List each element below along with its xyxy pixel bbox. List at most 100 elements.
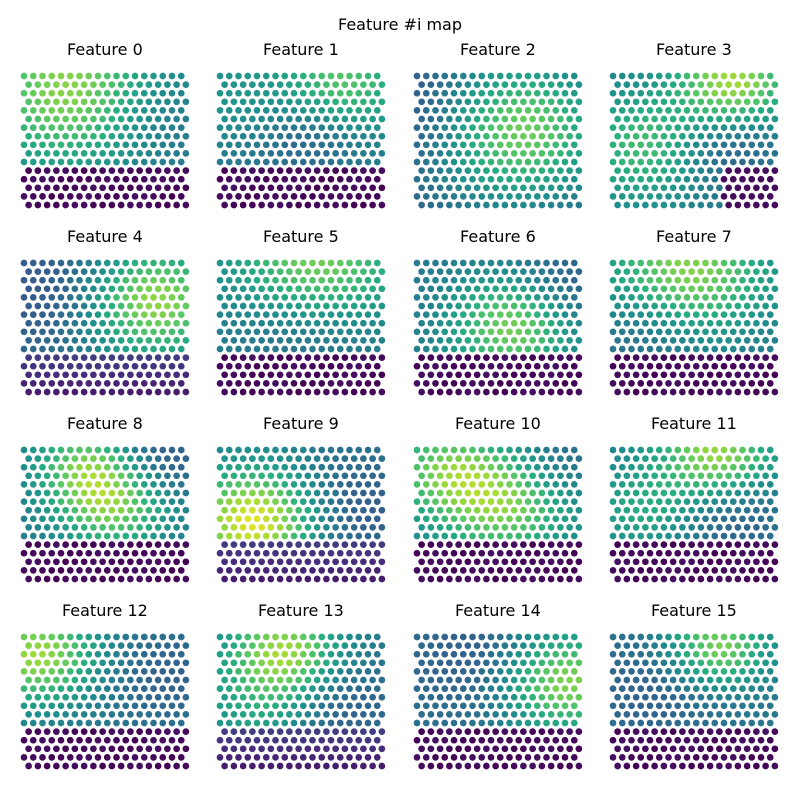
hex-cell: [323, 728, 330, 735]
hex-cell: [318, 345, 326, 353]
hex-cell: [637, 736, 645, 744]
hex-cell: [646, 702, 654, 710]
hex-cell: [655, 328, 663, 336]
hex-cell: [566, 184, 573, 192]
hex-cell: [674, 567, 682, 574]
hex-cell: [177, 463, 185, 471]
hex-cell: [487, 311, 495, 318]
hex-cell: [221, 711, 228, 718]
hex-cell: [632, 98, 640, 106]
hex-cell: [492, 659, 499, 667]
hex-cell: [651, 455, 658, 462]
hex-cell: [323, 472, 330, 480]
hex-cell: [538, 388, 546, 396]
hex-cell: [725, 319, 732, 327]
hex-cell: [757, 89, 765, 97]
hex-cell: [57, 719, 65, 727]
hex-cell: [295, 132, 302, 140]
hex-cell: [272, 549, 279, 557]
hex-cell: [510, 337, 518, 344]
hex-cell: [766, 702, 774, 710]
hex-cell: [239, 150, 247, 157]
hex-cell: [623, 693, 631, 701]
hex-cell: [235, 141, 242, 149]
hex-cell: [369, 693, 376, 701]
hex-cell: [108, 693, 116, 701]
hex-cell: [436, 642, 444, 649]
hex-cell: [665, 175, 672, 183]
hex-cell: [80, 98, 88, 106]
hex-cell: [702, 362, 709, 370]
hex-cell: [99, 268, 106, 275]
hex-cell: [665, 294, 672, 301]
hex-cell: [720, 175, 728, 183]
hex-cell: [427, 489, 435, 497]
hex-cell: [140, 124, 148, 131]
hex-cell: [515, 685, 523, 692]
hex-cell: [496, 311, 504, 318]
hex-cell: [113, 549, 120, 557]
hex-cell: [646, 141, 654, 149]
hex-cell: [450, 141, 458, 149]
hex-cell: [623, 489, 631, 497]
hex-cell: [478, 276, 486, 284]
hex-cell: [478, 380, 486, 387]
hex-cell: [177, 498, 185, 505]
hex-cell: [566, 354, 573, 361]
hex-cell: [76, 72, 83, 80]
hex-cell: [543, 158, 550, 166]
hex-cell: [557, 184, 564, 192]
hex-cell: [29, 328, 37, 336]
hex-cell: [436, 150, 444, 157]
hex-cell: [660, 575, 668, 583]
hex-cell: [244, 124, 252, 131]
hex-cell: [632, 659, 640, 667]
hex-cell: [623, 676, 631, 684]
hex-cell: [473, 388, 481, 396]
hex-cell: [632, 575, 640, 583]
hex-cell: [221, 150, 228, 157]
hex-cell: [299, 446, 307, 454]
hex-cell: [413, 72, 421, 80]
hex-cell: [496, 754, 504, 761]
hex-cell: [364, 259, 372, 267]
hex-cell: [150, 650, 157, 658]
hex-cell: [729, 515, 737, 523]
hex-cell: [57, 141, 65, 149]
hex-cell: [692, 515, 700, 523]
hex-cell: [267, 489, 275, 497]
hex-cell: [628, 515, 635, 523]
hex-cell: [62, 354, 69, 361]
hex-cell: [520, 659, 527, 667]
hex-cell: [766, 650, 774, 658]
hex-cell: [720, 633, 728, 641]
hex-cell: [762, 98, 769, 106]
hex-cell: [478, 294, 486, 301]
hex-cell: [113, 328, 120, 336]
hex-cell: [230, 524, 238, 531]
hex-cell: [122, 72, 130, 80]
hex-cell: [632, 524, 640, 531]
hex-cell: [529, 354, 536, 361]
hex-cell: [413, 362, 421, 370]
hex-cell: [346, 380, 353, 387]
hex-cell: [140, 754, 148, 761]
hex-cell: [566, 167, 573, 174]
hex-cell: [762, 711, 769, 718]
hex-cell: [706, 150, 714, 157]
hex-cell: [290, 124, 298, 131]
hex-cell: [450, 702, 458, 710]
hex-cell: [117, 132, 125, 140]
hex-cell: [318, 685, 326, 692]
hex-cell: [272, 124, 279, 131]
hex-cell: [295, 541, 302, 548]
hex-cell: [524, 259, 532, 267]
hex-cell: [628, 107, 635, 114]
hex-cell: [281, 702, 289, 710]
hex-cell: [538, 575, 546, 583]
hex-cell: [267, 115, 275, 123]
hex-cell: [323, 455, 330, 462]
hex-cell: [99, 489, 106, 497]
hex-cell: [757, 380, 765, 387]
hex-cell: [757, 702, 765, 710]
